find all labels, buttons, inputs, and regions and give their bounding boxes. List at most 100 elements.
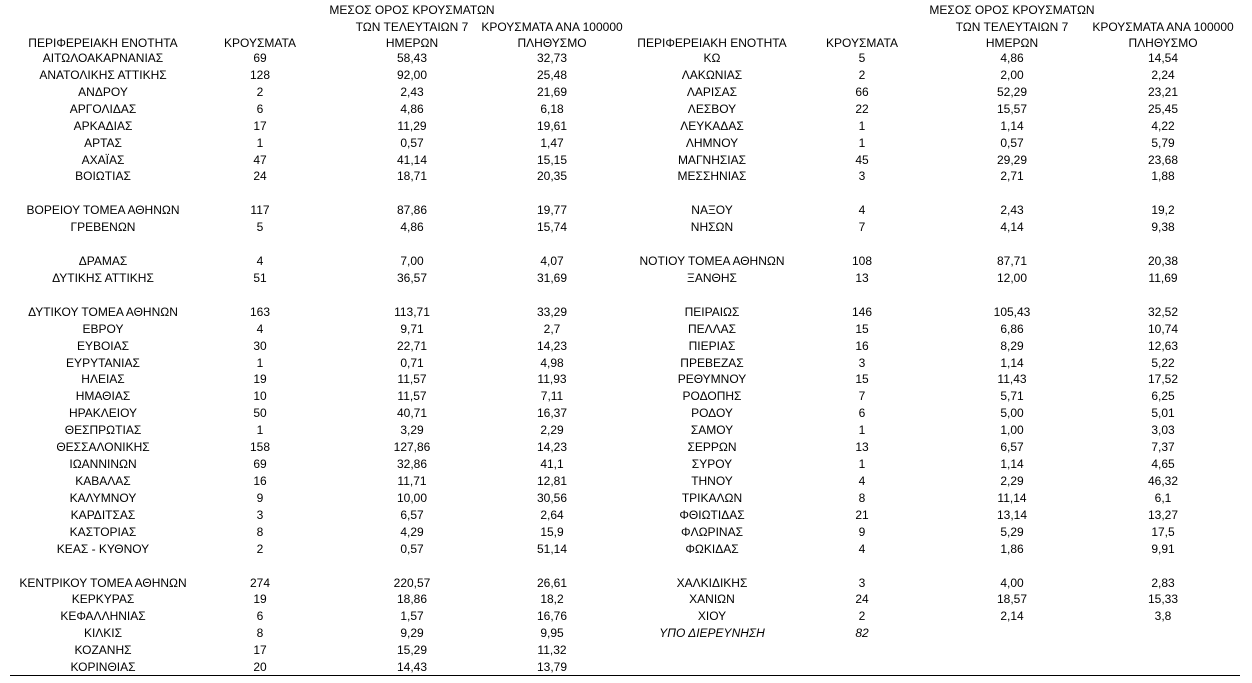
table-cell: 87,71 — [996, 254, 1028, 269]
table-cell: 2 — [858, 609, 866, 624]
column-header: ΤΩΝ ΤΕΛΕΥΤΑΙΩΝ 7 — [955, 19, 1069, 34]
table-cell: 19,77 — [536, 203, 568, 218]
table-cell: 108 — [851, 254, 873, 269]
table-cell: 3,29 — [400, 423, 424, 438]
table-cell: 5 — [858, 51, 866, 65]
table-cell: 17 — [253, 118, 267, 133]
table-cell: 46,32 — [1147, 474, 1179, 488]
table-cell: 15,57 — [996, 101, 1028, 116]
region-name: ΛΕΣΒΟΥ — [687, 101, 737, 116]
table-cell: 4,98 — [540, 355, 564, 370]
region-name: ΚΕΡΚΥΡΑΣ — [71, 592, 135, 607]
column-header: ΜΕΣΟΣ ΟΡΟΣ ΚΡΟΥΣΜΑΤΩΝ — [329, 3, 495, 17]
region-name: ΝΗΣΩΝ — [690, 220, 734, 235]
table-cell: 24 — [253, 169, 267, 184]
table-cell: 7 — [858, 389, 866, 404]
region-name: ΗΜΑΘΙΑΣ — [75, 389, 131, 404]
table-cell: 4 — [858, 474, 866, 488]
region-name: ΠΕΛΛΑΣ — [687, 321, 737, 336]
table-cell: 45 — [855, 152, 869, 167]
table-cell: 9,95 — [540, 626, 564, 641]
table-cell: 10,00 — [396, 490, 428, 505]
region-name: ΦΘΙΩΤΙΔΑΣ — [679, 507, 745, 522]
table-cell: 15,74 — [536, 220, 568, 235]
table-cell: 11,57 — [397, 389, 427, 404]
region-name: ΣΥΡΟΥ — [691, 457, 733, 472]
table-cell: 1 — [858, 118, 866, 133]
table-cell: 33,29 — [536, 304, 568, 319]
table-cell: 158 — [249, 440, 271, 455]
table-cell: 1 — [858, 457, 866, 472]
region-name: ΕΥΒΟΙΑΣ — [76, 338, 130, 353]
region-name: ΕΥΡΥΤΑΝΙΑΣ — [66, 355, 140, 370]
region-name: ΡΟΔΟΥ — [691, 406, 733, 421]
table-cell: 58,43 — [396, 51, 428, 65]
region-name: ΛΕΥΚΑΔΑΣ — [680, 118, 744, 133]
table-cell: 8 — [858, 490, 866, 505]
table-cell: 51 — [253, 270, 267, 285]
table-cell: 4,86 — [400, 101, 424, 116]
table-cell: 5,79 — [1151, 135, 1175, 150]
table-cell: 32,73 — [536, 51, 568, 65]
table-cell: 6,57 — [1000, 440, 1024, 455]
table-cell: 51,14 — [536, 541, 568, 556]
table-cell: 21,69 — [536, 84, 568, 99]
table-cell: 18,57 — [996, 592, 1028, 607]
region-name: ΚΙΛΚΙΣ — [83, 626, 123, 641]
table-cell: 163 — [249, 304, 271, 319]
region-name: ΝΑΞΟΥ — [691, 203, 733, 218]
table-cell: 92,00 — [396, 67, 428, 82]
table-cell: 31,69 — [536, 270, 568, 285]
table-cell: 69 — [253, 457, 267, 472]
region-name: ΑΡΤΑΣ — [84, 135, 122, 150]
region-name: ΤΡΙΚΑΛΩΝ — [681, 490, 743, 505]
table-cell: 20,38 — [1147, 254, 1179, 269]
table-cell: 9,71 — [400, 321, 424, 336]
table-cell: 0,57 — [400, 135, 424, 150]
table-cell: 19,61 — [536, 118, 568, 133]
table-cell: 2,71 — [1000, 169, 1024, 184]
table-cell: 2,29 — [1000, 474, 1024, 488]
table-cell: 105,43 — [993, 304, 1031, 319]
table-cell: 2,64 — [540, 507, 564, 522]
table-cell: 1,86 — [1000, 541, 1024, 556]
table-cell: 16,37 — [536, 406, 568, 421]
table-cell: 2 — [858, 67, 866, 82]
table-cell: 2 — [256, 541, 264, 556]
column-header: ΜΕΣΟΣ ΟΡΟΣ ΚΡΟΥΣΜΑΤΩΝ — [929, 3, 1095, 17]
region-name: ΧΑΝΙΩΝ — [689, 592, 735, 607]
table-cell: 11,43 — [997, 372, 1027, 387]
table-cell: 127,86 — [393, 440, 431, 455]
region-name: ΒΟΙΩΤΙΑΣ — [75, 169, 131, 184]
table-cell: 9 — [256, 490, 264, 505]
region-name: ΜΕΣΣΗΝΙΑΣ — [677, 169, 747, 184]
table-cell: 15 — [855, 321, 869, 336]
table-cell: 16,76 — [536, 609, 568, 624]
region-name: ΘΕΣΠΡΩΤΙΑΣ — [64, 423, 142, 438]
table-cell: 11,93 — [537, 372, 567, 387]
table-cell: 3 — [256, 507, 264, 522]
table-cell: 5,01 — [1151, 406, 1175, 421]
table-cell: 4,65 — [1151, 457, 1175, 472]
table-cell: 30 — [253, 338, 267, 353]
table-cell: 113,71 — [394, 304, 430, 319]
table-cell: 10,74 — [1147, 321, 1179, 336]
table-cell: 19 — [253, 592, 267, 607]
region-name: ΔΥΤΙΚΟΥ ΤΟΜΕΑ ΑΘΗΝΩΝ — [28, 304, 178, 319]
region-name: ΞΑΝΘΗΣ — [687, 270, 737, 285]
table-cell: 1,57 — [400, 609, 424, 624]
column-header: ΗΜΕΡΩΝ — [985, 36, 1039, 50]
table-cell: 1,14 — [1000, 355, 1024, 370]
table-cell: 18,86 — [396, 592, 428, 607]
region-name: ΝΟΤΙΟΥ ΤΟΜΕΑ ΑΘΗΝΩΝ — [639, 254, 785, 269]
table-cell: 14,23 — [536, 440, 568, 455]
table-cell: 29,29 — [996, 152, 1028, 167]
table-cell: 17,52 — [1147, 372, 1179, 387]
table-cell: 10 — [253, 389, 267, 404]
region-name: ΤΗΝΟΥ — [691, 474, 733, 488]
table-cell: 4,07 — [540, 254, 564, 269]
region-name: ΔΥΤΙΚΗΣ ΑΤΤΙΚΗΣ — [52, 270, 154, 285]
region-name: ΚΑΒΑΛΑΣ — [75, 474, 131, 488]
region-name: ΑΝΑΤΟΛΙΚΗΣ ΑΤΤΙΚΗΣ — [39, 67, 167, 82]
